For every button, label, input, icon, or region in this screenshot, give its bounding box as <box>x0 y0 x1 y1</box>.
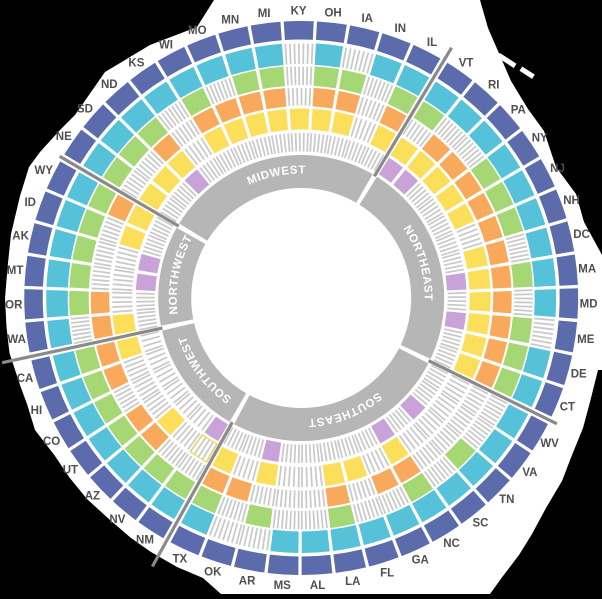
svg-text:DC: DC <box>573 229 590 241</box>
svg-text:VA: VA <box>522 467 537 479</box>
svg-text:TN: TN <box>499 494 514 506</box>
svg-text:ME: ME <box>577 334 595 346</box>
svg-text:RI: RI <box>488 79 500 91</box>
svg-text:NJ: NJ <box>550 163 565 175</box>
svg-text:AL: AL <box>310 580 325 592</box>
svg-text:GA: GA <box>412 555 429 567</box>
svg-text:TX: TX <box>172 554 187 566</box>
svg-text:UT: UT <box>63 464 78 476</box>
svg-text:KY: KY <box>291 6 307 18</box>
svg-text:OR: OR <box>5 300 23 312</box>
svg-text:HI: HI <box>31 405 43 417</box>
svg-text:IL: IL <box>427 37 437 49</box>
svg-text:NC: NC <box>443 538 460 550</box>
svg-text:OH: OH <box>324 7 341 19</box>
svg-text:NE: NE <box>56 131 72 143</box>
svg-text:SC: SC <box>473 518 489 530</box>
svg-text:CT: CT <box>560 402 575 414</box>
svg-text:MN: MN <box>221 14 239 26</box>
svg-text:WY: WY <box>35 165 54 177</box>
svg-text:WI: WI <box>159 39 173 51</box>
svg-text:MD: MD <box>580 299 598 311</box>
svg-text:PA: PA <box>511 105 526 117</box>
svg-text:OK: OK <box>204 567 222 579</box>
svg-text:IA: IA <box>361 13 373 25</box>
svg-text:DE: DE <box>571 368 587 380</box>
svg-text:MI: MI <box>258 8 271 20</box>
svg-text:NY: NY <box>532 133 548 145</box>
svg-text:FL: FL <box>380 567 394 579</box>
svg-text:ID: ID <box>24 197 36 209</box>
svg-text:CO: CO <box>43 436 60 448</box>
svg-text:LA: LA <box>345 576 360 588</box>
svg-text:AK: AK <box>12 230 29 242</box>
svg-text:NH: NH <box>563 195 580 207</box>
svg-text:NM: NM <box>136 534 154 546</box>
svg-text:IN: IN <box>395 23 407 35</box>
svg-text:AR: AR <box>239 575 256 587</box>
svg-text:CA: CA <box>17 373 34 385</box>
svg-text:WA: WA <box>7 334 26 346</box>
svg-text:WV: WV <box>540 438 559 450</box>
svg-text:KS: KS <box>128 57 144 69</box>
svg-text:MT: MT <box>7 265 24 277</box>
svg-text:MO: MO <box>188 25 207 37</box>
svg-text:ND: ND <box>101 79 118 91</box>
svg-text:MS: MS <box>274 580 292 592</box>
svg-text:SD: SD <box>77 104 93 116</box>
svg-text:NV: NV <box>109 514 125 526</box>
svg-text:MA: MA <box>578 264 596 276</box>
svg-text:AZ: AZ <box>85 491 100 503</box>
svg-text:VT: VT <box>459 58 474 70</box>
